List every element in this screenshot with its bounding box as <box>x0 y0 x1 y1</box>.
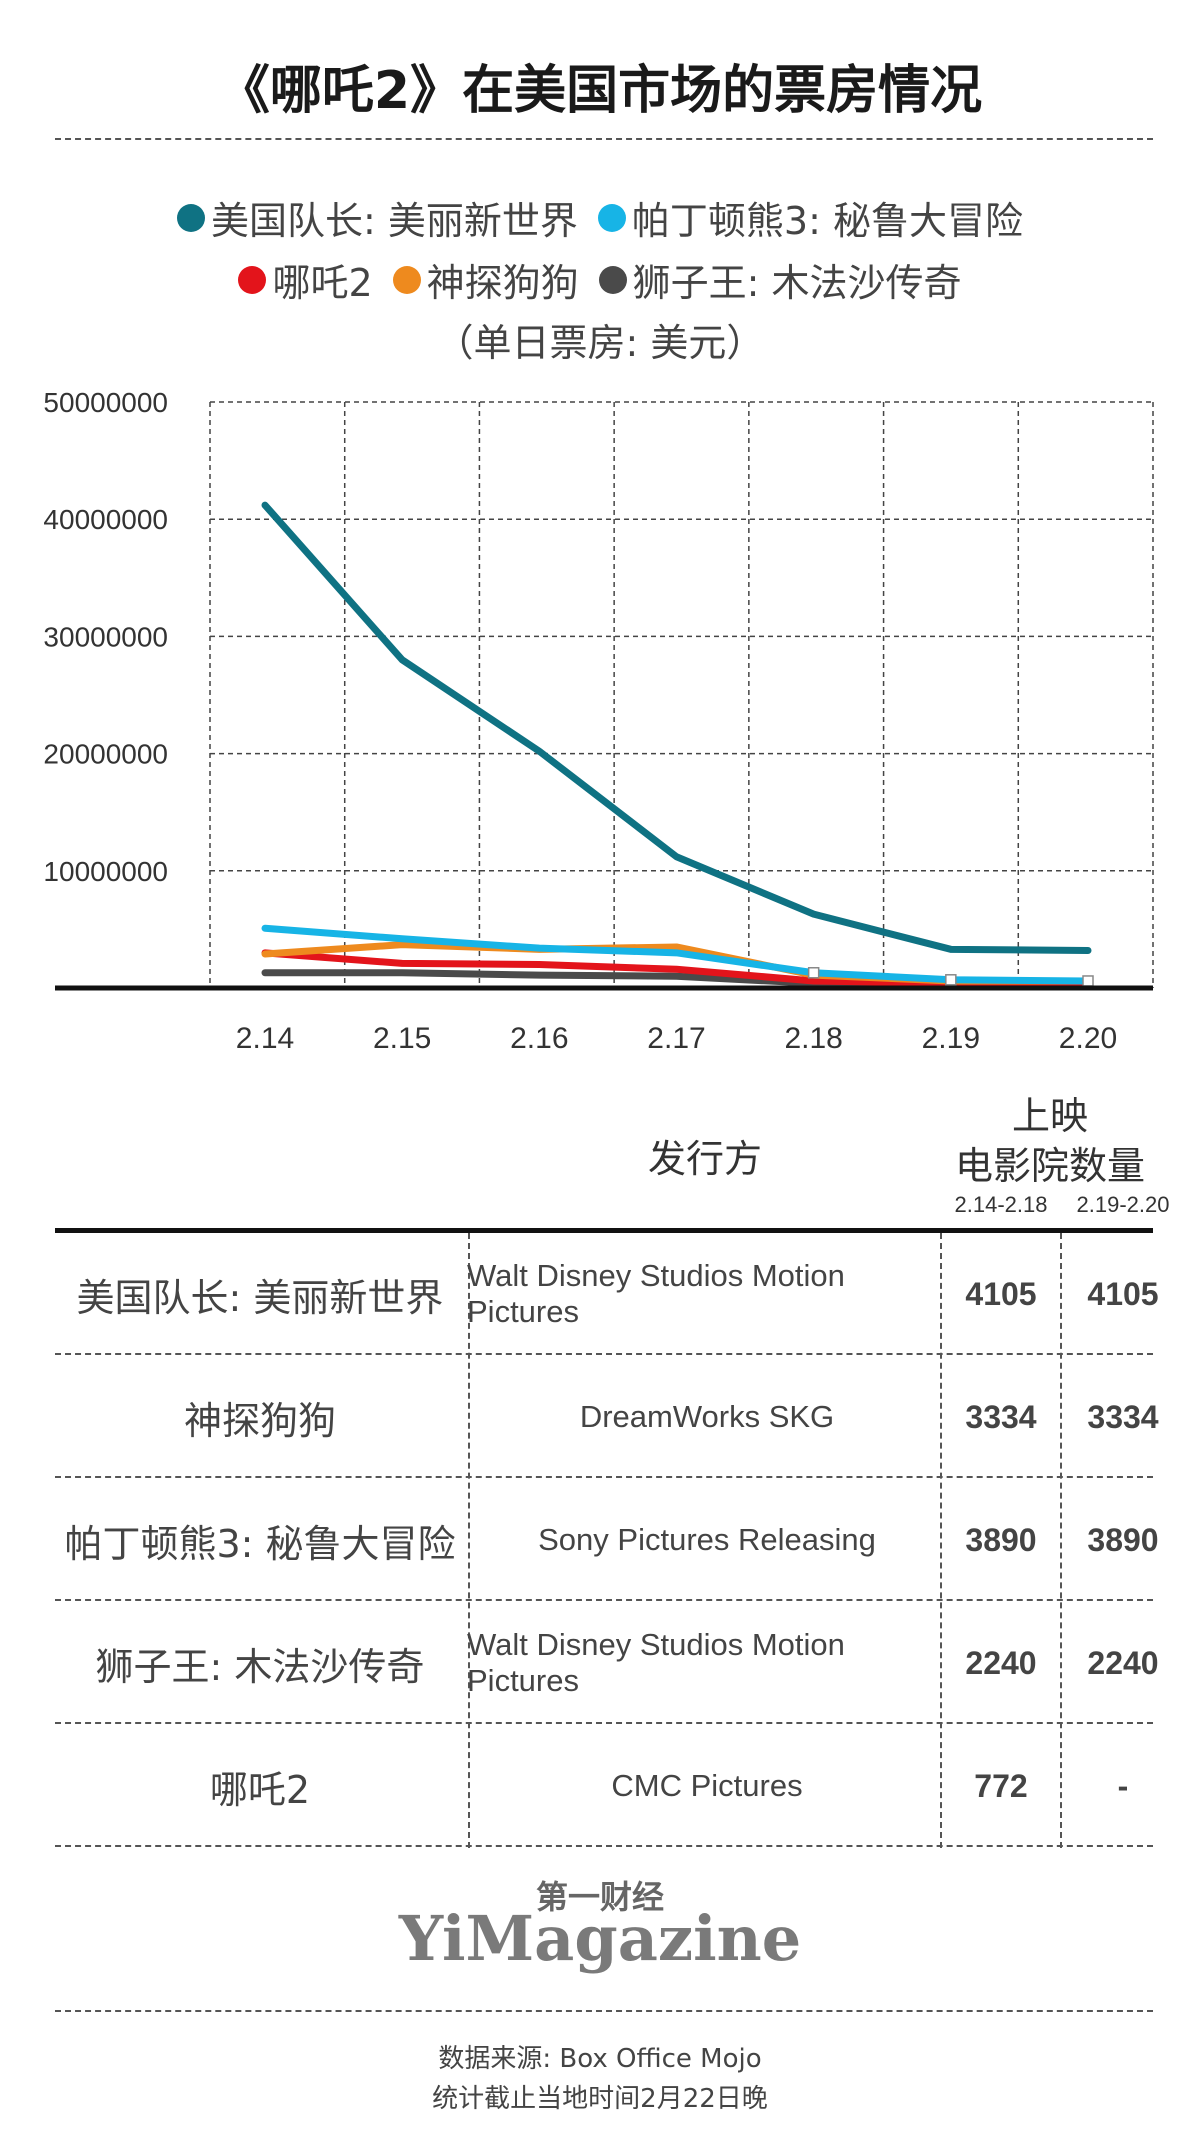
table-row: 神探狗狗 DreamWorks SKG 3334 3334 <box>55 1356 1159 1478</box>
y-tick-label: 40000000 <box>43 504 168 535</box>
cutoff-note: 统计截止当地时间2月22日晚 <box>432 2084 768 2114</box>
movie-name: 帕丁顿熊3: 秘鲁大冒险 <box>64 1521 456 1566</box>
column-divider <box>468 1233 470 1848</box>
x-tick-label: 2.16 <box>510 1022 568 1055</box>
row-divider <box>55 1599 1153 1601</box>
x-tick-label: 2.19 <box>922 1022 980 1055</box>
header-period-1: 2.14-2.18 <box>954 1192 1048 1217</box>
movie-name: 狮子王: 木法沙传奇 <box>95 1644 425 1689</box>
distributor: Walt Disney Studios Motion Pictures <box>467 1627 845 1698</box>
x-tick-label: 2.15 <box>373 1022 431 1055</box>
legend-row-1: 美国队长: 美丽新世界 帕丁顿熊3: 秘鲁大冒险 <box>0 190 1200 245</box>
movie-name: 美国队长: 美丽新世界 <box>76 1275 444 1320</box>
chart-grid <box>209 401 1154 988</box>
screens-period-2: 4105 <box>1087 1275 1159 1312</box>
line-chart: 10000000 20000000 30000000 40000000 50000000… <box>43 387 1154 1055</box>
x-tick-label: 2.17 <box>647 1022 705 1055</box>
x-tick-label: 2.20 <box>1059 1022 1117 1055</box>
logo-yimagazine: YiMagazine <box>398 1902 802 1975</box>
x-tick-label: 2.18 <box>784 1022 842 1055</box>
legend-item: 美国队长: 美丽新世界 <box>177 190 578 245</box>
series-line <box>261 501 1092 954</box>
screens-period-1: 3890 <box>965 1521 1037 1558</box>
legend-dot <box>177 203 206 232</box>
data-point-marker <box>1082 975 1094 987</box>
x-tick-label: 2.14 <box>236 1022 294 1055</box>
screens-period-1: 2240 <box>965 1644 1037 1681</box>
row-divider <box>55 1476 1153 1478</box>
movie-name: 神探狗狗 <box>183 1398 336 1443</box>
legend-dot <box>392 265 421 294</box>
data-point-marker <box>807 967 820 979</box>
legend-dot <box>597 203 626 232</box>
legend-item: 狮子王: 木法沙传奇 <box>598 252 962 307</box>
screens-period-2: - <box>1117 1767 1129 1804</box>
x-axis-ticks: 2.14 2.15 2.16 2.17 2.18 2.19 2.20 <box>236 1022 1117 1055</box>
table-row: 狮子王: 木法沙传奇 Walt Disney Studios Motion Pi… <box>55 1602 1159 1724</box>
distributor: CMC Pictures <box>611 1768 803 1803</box>
source-note: 数据来源: Box Office Mojo <box>438 2044 762 2074</box>
y-tick-label: 20000000 <box>43 739 168 770</box>
legend-label: 神探狗狗 <box>426 261 579 305</box>
legend-unit: （单日票房: 美元） <box>435 321 765 365</box>
legend-dot <box>598 265 627 294</box>
legend-label: 帕丁顿熊3: 秘鲁大冒险 <box>631 199 1023 243</box>
footer-divider <box>55 2010 1153 2012</box>
legend-label: 狮子王: 木法沙传奇 <box>632 261 962 305</box>
screens-period-2: 3890 <box>1087 1521 1159 1558</box>
legend-dot <box>238 265 267 294</box>
legend-label: 美国队长: 美丽新世界 <box>211 199 578 243</box>
table-row: 哪吒2 CMC Pictures 772 - <box>55 1725 1153 1847</box>
header-distributor: 发行方 <box>647 1137 762 1181</box>
distributor: Sony Pictures Releasing <box>538 1522 876 1557</box>
row-divider <box>55 1722 1153 1724</box>
distributor: DreamWorks SKG <box>579 1399 835 1434</box>
table-row: 美国队长: 美丽新世界 Walt Disney Studios Motion P… <box>55 1233 1159 1355</box>
page-title: 《哪吒2》在美国市场的票房情况 <box>217 61 983 121</box>
screens-period-1: 772 <box>974 1767 1028 1804</box>
legend-item: 哪吒2 <box>238 252 373 307</box>
title-divider <box>55 138 1153 140</box>
y-tick-label: 10000000 <box>43 856 168 887</box>
screens-period-1: 4105 <box>965 1275 1037 1312</box>
y-tick-label: 30000000 <box>43 621 168 652</box>
movie-name: 哪吒2 <box>209 1767 311 1812</box>
y-tick-label: 50000000 <box>43 387 168 418</box>
legend-item: 帕丁顿熊3: 秘鲁大冒险 <box>597 190 1023 245</box>
table-header-rule <box>55 1228 1153 1233</box>
screens-period-1: 3334 <box>965 1398 1037 1435</box>
column-divider <box>1060 1233 1062 1848</box>
legend-row-2: 哪吒2 神探狗狗 狮子王: 木法沙传奇 <box>0 252 1200 307</box>
distributor: Walt Disney Studios Motion Pictures <box>467 1258 845 1329</box>
header-period-2: 2.19-2.20 <box>1076 1192 1170 1217</box>
data-point-marker <box>945 974 957 986</box>
header-screens-line1: 上映 <box>1011 1094 1088 1138</box>
screens-period-2: 2240 <box>1087 1644 1159 1681</box>
row-divider <box>55 1845 1153 1847</box>
legend-item: 神探狗狗 <box>392 252 579 307</box>
y-axis-ticks: 10000000 20000000 30000000 40000000 50000000 <box>43 387 168 887</box>
header-screens-line2: 电影院数量 <box>954 1144 1145 1188</box>
row-divider <box>55 1353 1153 1355</box>
column-divider <box>940 1233 942 1848</box>
chart-series <box>261 501 1094 990</box>
logo-chinese: 第一财经 <box>535 1878 664 1916</box>
legend-label: 哪吒2 <box>272 261 373 305</box>
screens-period-2: 3334 <box>1087 1398 1159 1435</box>
table-row: 帕丁顿熊3: 秘鲁大冒险 Sony Pictures Releasing 389… <box>55 1479 1159 1601</box>
